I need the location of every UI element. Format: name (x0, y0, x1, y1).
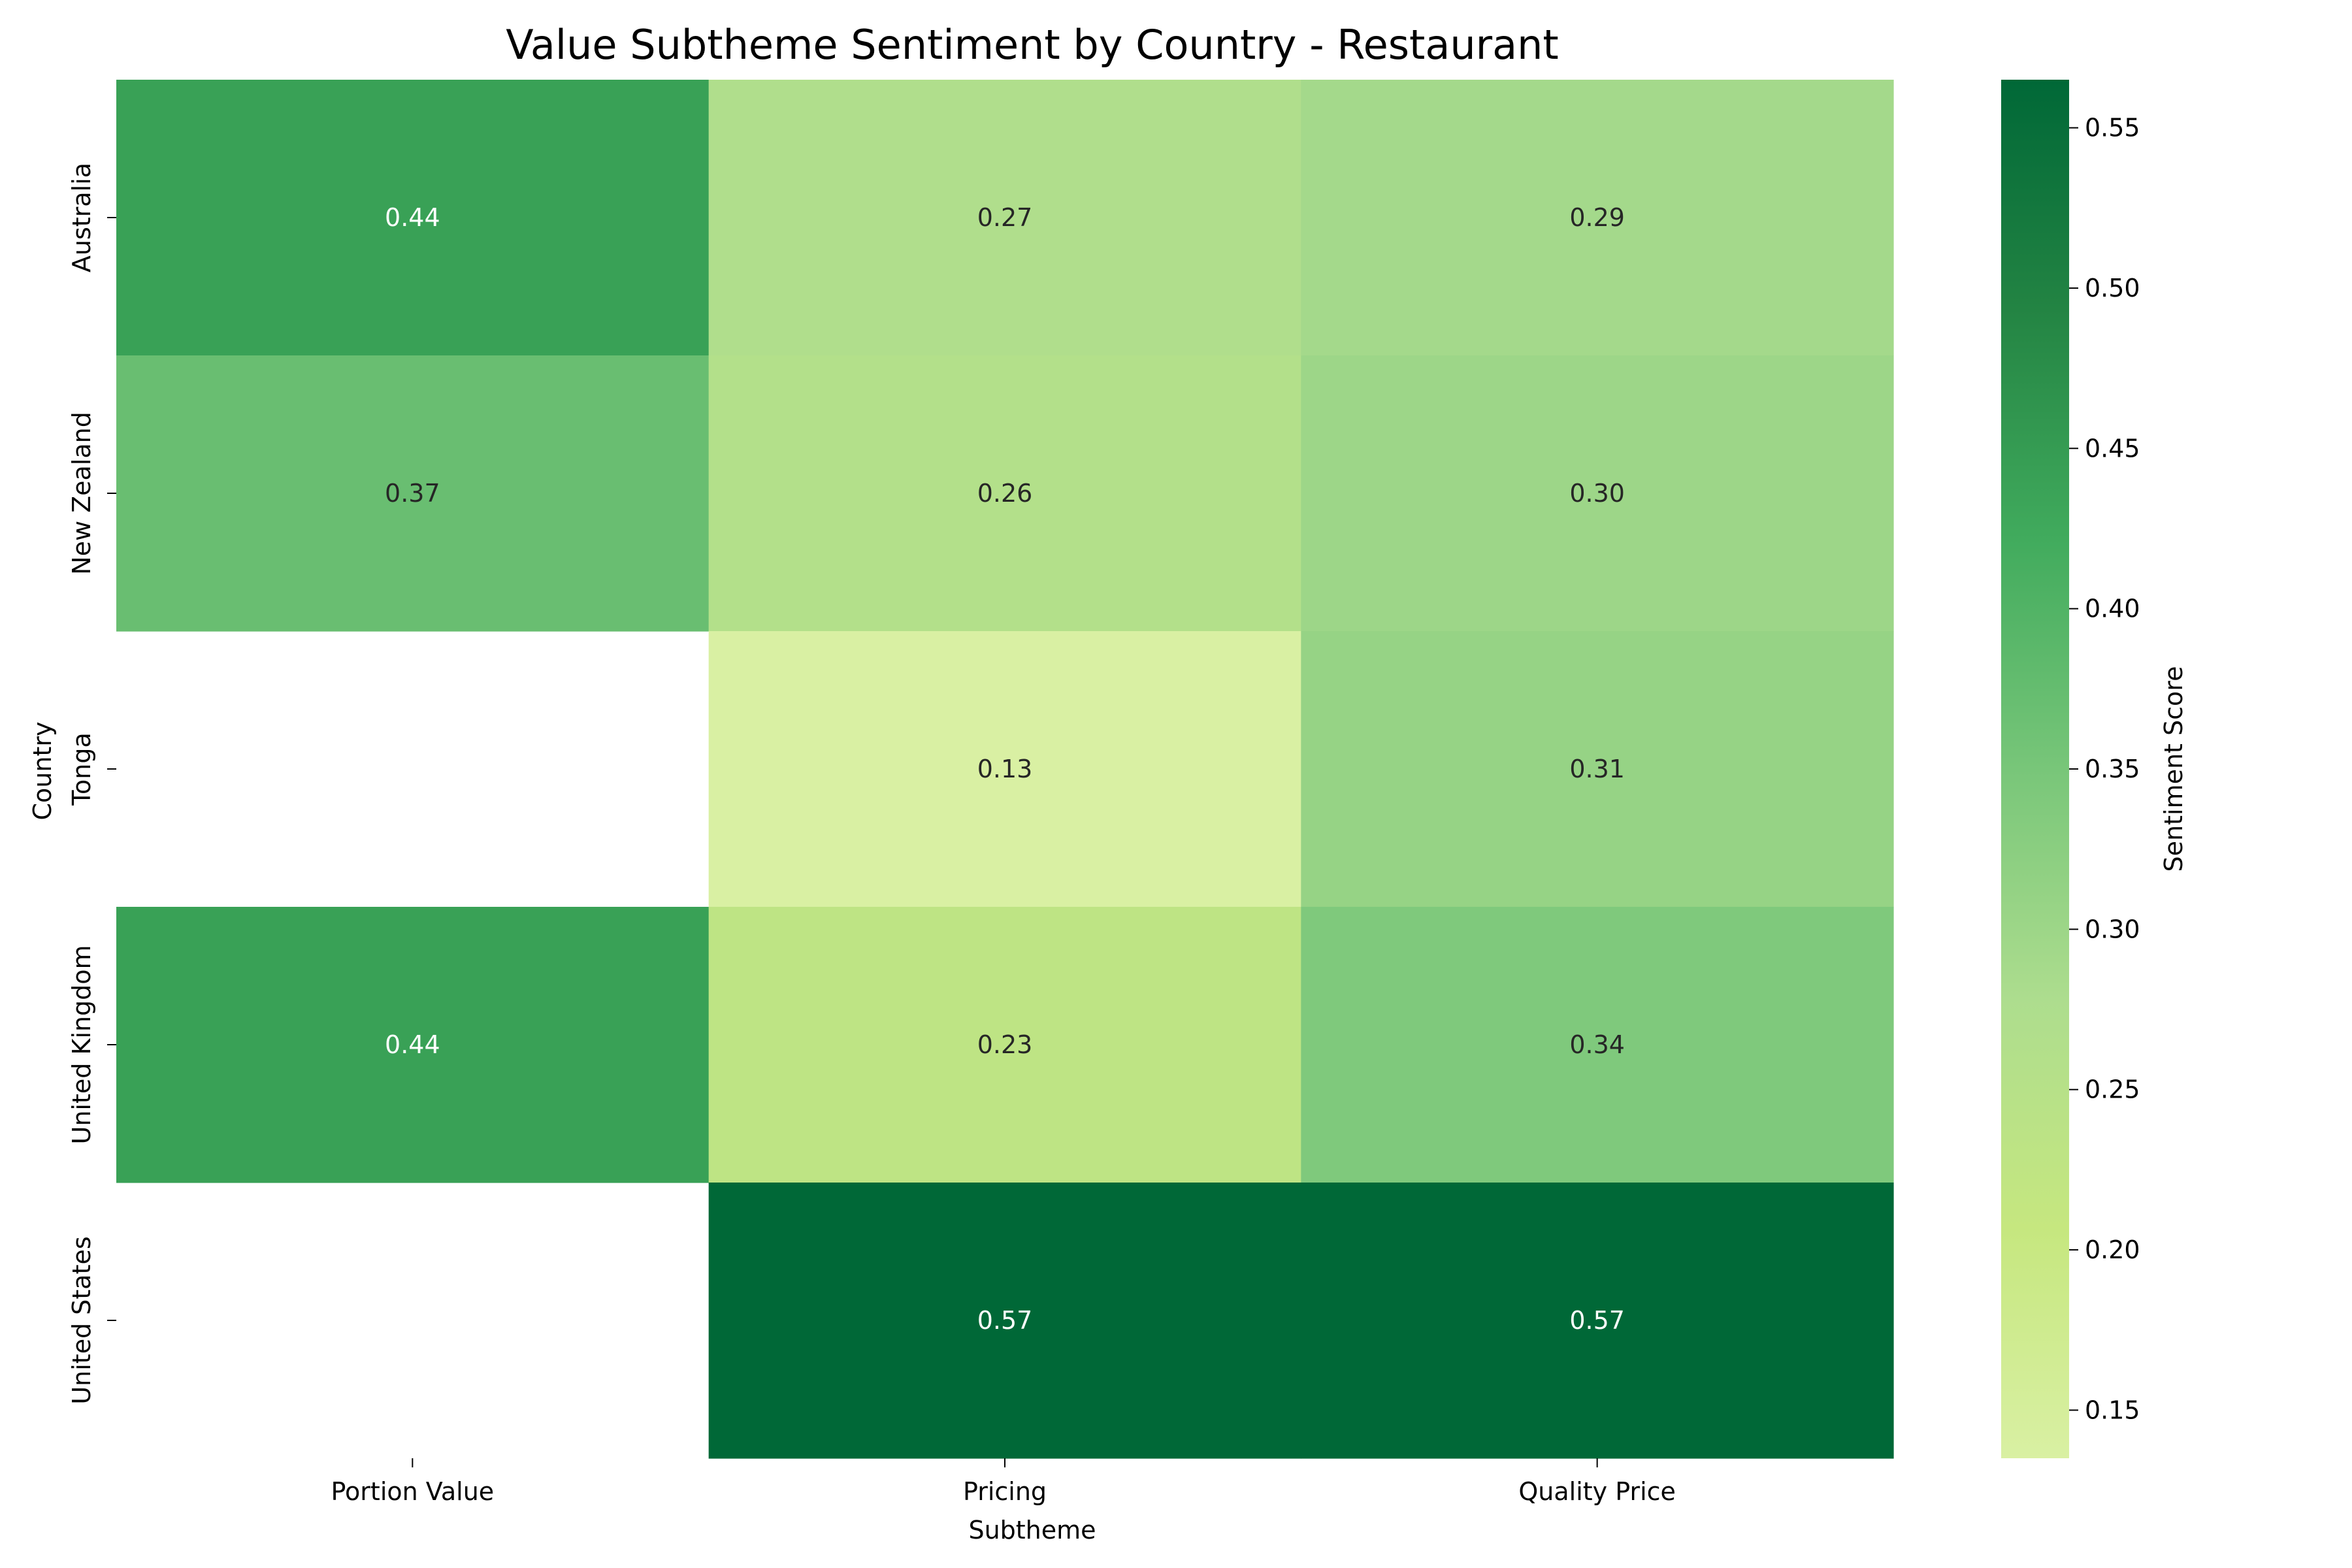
colorbar-tick-label: 0.30 (2085, 915, 2140, 943)
colorbar (2001, 80, 2069, 1458)
colorbar-tick-label: 0.40 (2085, 595, 2140, 623)
heatmap-cells (116, 80, 1894, 1459)
heatmap-cell (708, 631, 1301, 907)
y-tick-label: Australia (67, 163, 96, 272)
cell-value-label: 0.13 (977, 755, 1033, 783)
heatmap-cell (1301, 1183, 1894, 1459)
y-axis-label: Country (28, 722, 57, 821)
chart-title: Value Subtheme Sentiment by Country - Re… (506, 21, 1558, 69)
colorbar-label: Sentiment Score (2159, 666, 2188, 872)
cell-value-label: 0.34 (1569, 1030, 1625, 1059)
cell-value-labels: 0.44 0.27 0.29 0.37 0.26 0.30 0.13 0.31 0.44 0.23… (385, 203, 1625, 1335)
x-axis: Portion Value Pricing Quality Price (331, 1458, 1676, 1506)
cell-value-label: 0.23 (977, 1030, 1033, 1059)
heatmap-cell (708, 355, 1301, 632)
heatmap-cell (116, 80, 710, 356)
colorbar-tick-label: 0.25 (2085, 1075, 2140, 1104)
x-tick-label: Portion Value (331, 1477, 495, 1506)
cell-value-label: 0.44 (385, 203, 440, 232)
cell-value-label: 0.29 (1569, 203, 1625, 232)
y-tick-label: United States (67, 1236, 96, 1404)
y-axis: Australia New Zealand Tonga United Kingdom U… (67, 163, 116, 1405)
colorbar-tick-label: 0.55 (2085, 114, 2140, 142)
heatmap-cell (1301, 631, 1894, 907)
colorbar-tick-label: 0.35 (2085, 755, 2140, 783)
heatmap-cell (1301, 355, 1894, 632)
x-tick-label: Quality Price (1518, 1477, 1676, 1506)
cell-value-label: 0.57 (1569, 1306, 1625, 1335)
cell-value-label: 0.26 (977, 479, 1033, 508)
heatmap-cell (116, 355, 710, 632)
heatmap-cell (708, 907, 1301, 1183)
heatmap-cell (116, 907, 710, 1183)
colorbar-tick-label: 0.45 (2085, 434, 2140, 463)
x-axis-label: Subtheme (968, 1516, 1096, 1544)
y-tick-label: Tonga (67, 732, 96, 806)
heatmap-cell (708, 1183, 1301, 1459)
heatmap-cell (1301, 907, 1894, 1183)
colorbar-tick-label: 0.15 (2085, 1396, 2140, 1424)
y-tick-label: New Zealand (67, 412, 96, 575)
colorbar-tick-label: 0.50 (2085, 274, 2140, 302)
cell-value-label: 0.37 (385, 479, 440, 508)
heatmap-cell (708, 80, 1301, 356)
cell-value-label: 0.27 (977, 203, 1033, 232)
colorbar-tick-label: 0.20 (2085, 1235, 2140, 1264)
y-tick-label: United Kingdom (67, 945, 96, 1144)
cell-value-label: 0.44 (385, 1030, 440, 1059)
colorbar-ticks: 0.15 0.20 0.25 0.30 0.35 0.40 0.45 0.50 0.55 (2069, 114, 2140, 1424)
cell-value-label: 0.30 (1569, 479, 1625, 508)
cell-value-label: 0.57 (977, 1306, 1033, 1335)
cell-value-label: 0.31 (1569, 755, 1625, 783)
heatmap-cell (1301, 80, 1894, 356)
x-tick-label: Pricing (963, 1477, 1047, 1506)
